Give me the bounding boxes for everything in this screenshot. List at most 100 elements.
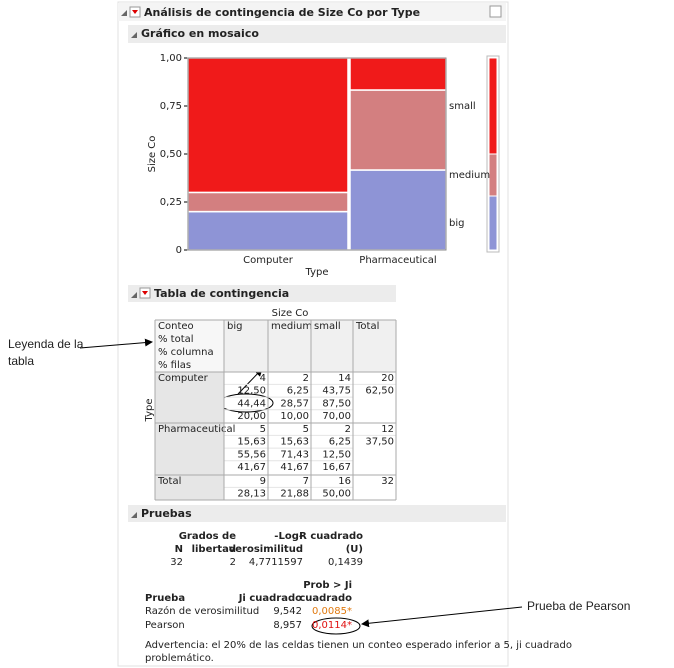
cell-value: 15,63	[237, 437, 266, 448]
column-header: cuadrado	[299, 593, 352, 604]
cell-value: 4	[260, 373, 266, 384]
column-header: -Log-	[274, 531, 303, 542]
disclosure[interactable]	[121, 10, 127, 16]
cell-value: 7	[303, 476, 309, 487]
row-label: Pharmaceutical	[158, 424, 235, 435]
cell-value: 28,57	[280, 398, 309, 409]
column-header: Grados de	[179, 531, 237, 542]
callout-arrow	[237, 368, 263, 395]
column-header: Prueba	[145, 593, 185, 604]
summary-value: 0,1439	[328, 557, 363, 568]
callout-arrow	[79, 338, 153, 349]
cell-value: 12,50	[237, 386, 266, 397]
section-bar	[128, 285, 396, 302]
annotation: Prueba de Pearson	[527, 599, 630, 613]
mosaic-cell	[187, 210, 349, 251]
y-tick-label: 1,00	[160, 53, 182, 64]
column-label: Total	[355, 321, 379, 332]
summary-value: 32	[170, 557, 183, 568]
summary-value: 4,7711597	[249, 557, 303, 568]
warning: problemático.	[145, 652, 214, 664]
cell-value: 32	[381, 476, 394, 487]
warning: Advertencia: el 20% de las celdas tienen…	[145, 640, 572, 651]
axis-title: Type	[305, 267, 329, 278]
cell-value: 12	[381, 424, 394, 435]
menu-icon	[142, 291, 148, 295]
test-value: 9,542	[273, 606, 302, 617]
cell-value: 9	[260, 476, 266, 487]
annotation: tabla	[8, 354, 34, 368]
cell-value: 20	[381, 373, 394, 384]
section-title: Gráfico en mosaico	[141, 27, 259, 40]
legend-label: medium	[449, 170, 490, 181]
legend-label: big	[449, 218, 464, 229]
cell-value: 50,00	[322, 489, 351, 500]
mosaic-cell	[349, 57, 447, 91]
cell-value: 37,50	[365, 437, 394, 448]
cell-value: 87,50	[322, 398, 351, 409]
section-bar	[128, 505, 506, 522]
plot-frame	[187, 57, 447, 251]
column-label: small	[314, 321, 341, 332]
section-title: Tabla de contingencia	[154, 287, 289, 300]
cell-value: 62,50	[365, 386, 394, 397]
restore-button[interactable]	[489, 5, 502, 18]
column-header: Prob > Ji	[303, 580, 352, 591]
cell-value: 6,25	[287, 386, 309, 397]
callout-arrow	[361, 606, 523, 628]
cell-value: 5	[303, 424, 309, 435]
col-header: Size Co	[272, 308, 309, 319]
cell-value: 41,67	[237, 462, 266, 473]
disclosure[interactable]	[131, 292, 137, 298]
cell-value: 55,56	[237, 449, 266, 460]
cell-value: 14	[338, 373, 351, 384]
y-tick-label: 0,25	[160, 197, 182, 208]
column-header: R cuadrado	[299, 531, 363, 542]
test-value: Razón de verosimilitud	[145, 605, 259, 617]
disclosure[interactable]	[131, 32, 137, 38]
y-tick-label: 0	[176, 245, 182, 256]
mosaic-cell	[187, 57, 349, 194]
cell-value: 43,75	[322, 386, 351, 397]
column-header: (U)	[346, 544, 363, 555]
section-bar	[128, 25, 506, 43]
annotation: Leyenda de la	[8, 337, 84, 351]
disclosure[interactable]	[131, 512, 137, 518]
column-header: Ji cuadrado	[238, 593, 302, 604]
cell-value: 15,63	[280, 437, 309, 448]
x-tick-label: Pharmaceutical	[359, 255, 436, 266]
summary-value: 2	[230, 557, 236, 568]
menu-icon	[132, 10, 138, 14]
test-value: Pearson	[145, 620, 185, 631]
mosaic-cell	[349, 89, 447, 171]
test-value: 0,0114*	[312, 620, 352, 631]
y-tick-label: 0,75	[160, 101, 182, 112]
header-row	[224, 320, 396, 372]
row-label: Computer	[158, 373, 209, 384]
cell-value: 71,43	[280, 449, 309, 460]
overall-bar	[488, 153, 498, 197]
column-label: medium	[271, 321, 312, 332]
x-tick-label: Computer	[243, 255, 294, 266]
row-header: Type	[144, 399, 155, 423]
cell-value: 5	[260, 424, 266, 435]
overall-bar	[488, 195, 498, 251]
legend-label: small	[449, 101, 476, 112]
cell-value: 10,00	[280, 411, 309, 422]
cell-value: 6,25	[329, 437, 351, 448]
cell-value: 44,44	[237, 398, 266, 409]
axis-title: Size Co	[147, 136, 158, 173]
window-title: Análisis de contingencia de Size Co por …	[144, 6, 420, 19]
legend-item: % filas	[158, 360, 191, 371]
column-label: big	[227, 321, 242, 332]
cell-value: 21,88	[280, 489, 309, 500]
column-header: verosimilitud	[229, 544, 303, 555]
callout-ellipse	[311, 617, 361, 635]
cell-value: 20,00	[237, 411, 266, 422]
legend-cell	[155, 320, 224, 372]
y-tick-label: 0,50	[160, 149, 182, 160]
cell-value: 28,13	[237, 489, 266, 500]
cell-value: 2	[303, 373, 309, 384]
title-bar	[118, 3, 506, 21]
